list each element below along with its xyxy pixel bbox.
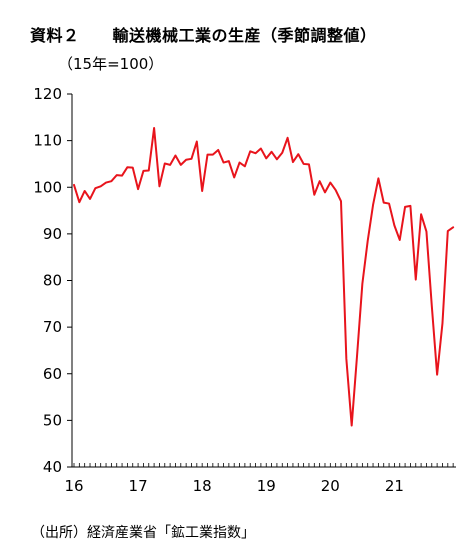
data-point [105,182,107,184]
data-point [297,153,299,155]
y-tick-label: 70 [43,318,62,336]
y-tick-label: 90 [43,225,62,243]
data-point [223,162,225,164]
data-point [121,175,123,177]
chart-title: 資料２ 輸送機械工業の生産（季節調整値） [30,26,377,45]
data-point [340,200,342,202]
data-point [324,191,326,193]
data-point [372,204,374,206]
data-point [383,202,385,204]
data-point [287,137,289,139]
y-tick-label: 60 [43,365,62,383]
data-point [233,176,235,178]
data-point [345,358,347,360]
data-point [126,166,128,168]
data-point [89,198,91,200]
data-point [217,149,219,151]
data-point [174,155,176,157]
data-point [441,322,443,324]
data-point [313,194,315,196]
x-tick-label: 16 [64,477,83,495]
data-point [158,185,160,187]
data-point [319,180,321,182]
data-point [201,190,203,192]
data-point [420,213,422,215]
data-point [265,157,267,159]
data-point [303,163,305,165]
y-axis-ticks: 40 50 60 70 80 90 100 110 120 [33,85,72,476]
data-point [185,159,187,161]
data-point [78,201,80,203]
x-tick-label: 19 [257,477,276,495]
data-point [110,180,112,182]
data-point [388,203,390,205]
data-point [393,224,395,226]
data-point [436,374,438,376]
data-point [329,182,331,184]
data-point [180,164,182,166]
chart-series [73,127,455,427]
data-point [169,164,171,166]
data-point [190,158,192,160]
data-point [137,188,139,190]
data-point [351,425,353,427]
y-tick-label: 40 [43,458,62,476]
data-point [308,163,310,165]
x-tick-label: 17 [129,477,148,495]
data-point [271,151,273,153]
data-point [239,162,241,164]
data-point [431,305,433,307]
data-point [228,160,230,162]
line-chart: 40 50 60 70 80 90 100 110 120 16 17 18 19 20 21 [33,85,456,495]
data-point [292,161,294,163]
data-point [425,231,427,233]
data-point [153,127,155,129]
data-point [399,239,401,241]
x-axis-ticks: 16 17 18 19 20 21 [64,463,454,495]
data-point [415,279,417,281]
y-tick-label: 50 [43,411,62,429]
data-point [207,154,209,156]
data-point [335,189,337,191]
data-point [196,141,198,143]
data-point [132,167,134,169]
data-point [361,283,363,285]
data-point [276,158,278,160]
source-note: （出所）経済産業省「鉱工業指数」 [31,525,255,541]
data-point [142,170,144,172]
data-point [212,154,214,156]
data-point [281,152,283,154]
data-point [164,162,166,164]
data-point [116,174,118,176]
y-tick-label: 120 [33,85,62,103]
data-point [148,169,150,171]
chart-axes [71,94,456,468]
data-point [249,150,251,152]
data-point [255,152,257,154]
y-axis-unit-label: （15年=100） [58,55,164,73]
y-tick-label: 100 [33,178,62,196]
data-point [260,148,262,150]
data-point [452,226,454,228]
data-point [84,190,86,192]
data-point [409,205,411,207]
x-tick-label: 18 [193,477,212,495]
data-point [404,206,406,208]
y-tick-label: 110 [33,132,62,150]
data-point [73,184,75,186]
x-tick-label: 20 [321,477,340,495]
data-point [377,177,379,179]
x-tick-label: 21 [385,477,404,495]
data-point [447,230,449,232]
y-tick-label: 80 [43,272,62,290]
data-point [100,185,102,187]
data-point [356,355,358,357]
data-point [244,165,246,167]
data-point [94,187,96,189]
series-line [73,127,455,427]
data-point [367,240,369,242]
